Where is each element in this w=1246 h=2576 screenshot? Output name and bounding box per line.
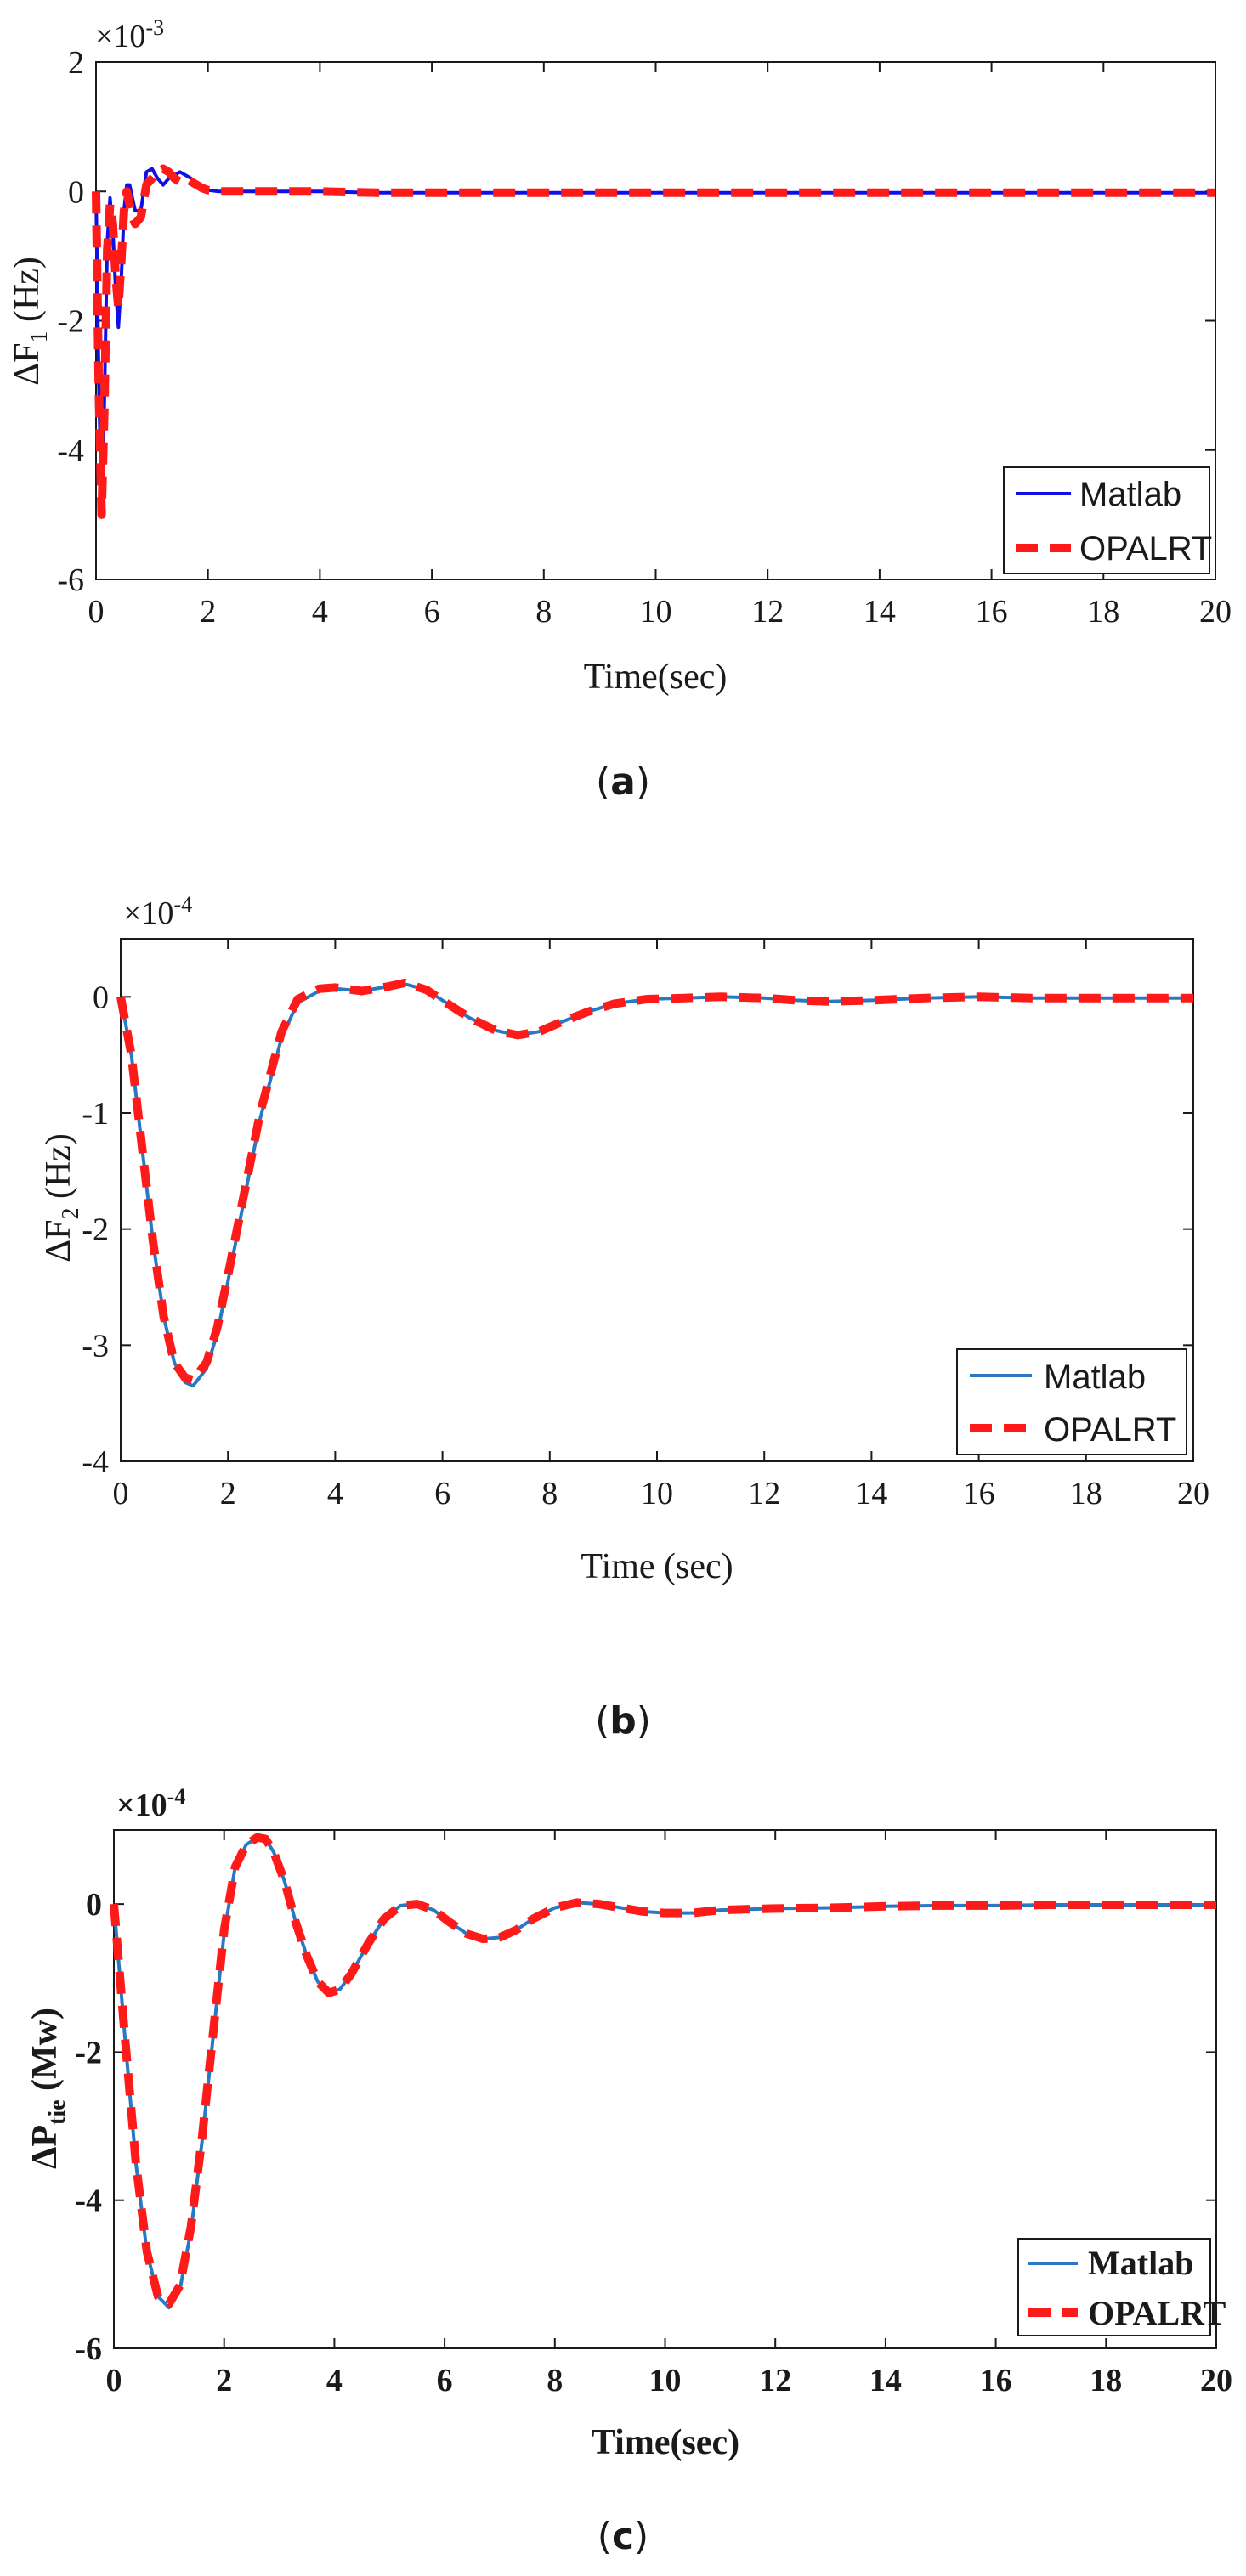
x-tick-label: 10 — [640, 594, 672, 630]
x-axis-label: Time (sec) — [581, 1547, 733, 1586]
series-line-matlab — [112, 1835, 1216, 2310]
panel-label: (c) — [598, 2515, 648, 2558]
legend: Matlab OPALRT — [1003, 466, 1212, 574]
y-tick-label: 0 — [93, 980, 109, 1015]
x-tick-label: 0 — [106, 2363, 122, 2398]
x-tick-label: 4 — [327, 1476, 343, 1511]
panel-label: (b) — [595, 1699, 651, 1743]
y-tick-label: -2 — [82, 1212, 109, 1248]
x-tick-label: 12 — [751, 594, 784, 630]
y-tick-label: -6 — [57, 562, 84, 598]
chart-panel-b: ×10-4 0 2 4 6 8 10 12 14 16 18 20 0 -1 -2 -3 -4 Time (… — [39, 892, 1209, 1743]
legend-box — [1017, 2238, 1211, 2336]
x-tick-label: 10 — [641, 1476, 673, 1511]
y-tick-label: 2 — [68, 45, 84, 81]
x-tick-label: 20 — [1177, 1476, 1209, 1511]
x-tick-label: 10 — [649, 2363, 682, 2398]
panel-label: (a) — [596, 760, 650, 804]
x-tick-label: 2 — [200, 594, 216, 630]
x-tick-label: 6 — [437, 2363, 453, 2398]
legend-label-matlab: Matlab — [1088, 2244, 1193, 2282]
x-tick-label: 14 — [869, 2363, 902, 2398]
x-tick-label: 2 — [216, 2363, 232, 2398]
y-tick-label: -4 — [82, 1444, 109, 1480]
x-tick-label: 2 — [220, 1476, 236, 1511]
x-tick-label: 16 — [963, 1476, 995, 1511]
legend-box — [1003, 466, 1210, 574]
x-ticks: 0 2 4 6 8 10 12 14 16 18 20 — [106, 1830, 1232, 2398]
y-scale-exponent: ×10-4 — [116, 1784, 185, 1823]
y-tick-label: -2 — [75, 2035, 102, 2070]
x-ticks: 0 2 4 6 8 10 12 14 16 18 20 — [88, 62, 1232, 630]
legend-label-opalrt: OPALRT — [1088, 2294, 1226, 2332]
series-line-opalrt — [110, 1833, 1216, 2308]
y-tick-label: -4 — [57, 433, 84, 469]
x-tick-label: 18 — [1090, 2363, 1122, 2398]
y-tick-label: -6 — [75, 2331, 102, 2367]
chart-panel-a: ×10-3 0 2 4 6 8 10 12 14 16 18 20 20-2-4-6 Time(se… — [8, 15, 1232, 804]
x-tick-label: 0 — [113, 1476, 129, 1511]
y-scale-exponent: ×10-4 — [123, 892, 192, 931]
y-ticks: 0 -2 -4 -6 — [75, 1887, 1216, 2367]
legend-label-matlab: Matlab — [1044, 1359, 1146, 1396]
y-tick-label: -2 — [57, 304, 84, 340]
legend-label-matlab: Matlab — [1079, 476, 1181, 513]
x-axis-label: Time(sec) — [592, 2423, 739, 2462]
x-tick-label: 8 — [535, 594, 552, 630]
x-tick-label: 16 — [980, 2363, 1012, 2398]
x-tick-label: 4 — [326, 2363, 343, 2398]
legend: Matlab OPALRT — [956, 1348, 1187, 1455]
x-tick-label: 14 — [855, 1476, 887, 1511]
chart-panel-c: ×10-4 0 2 4 6 8 10 12 14 16 18 20 0 -2 -4 -6 Time(sec… — [25, 1784, 1232, 2558]
x-tick-label: 6 — [424, 594, 440, 630]
x-tick-label: 14 — [864, 594, 896, 630]
legend-label-opalrt: OPALRT — [1079, 530, 1212, 568]
x-tick-label: 20 — [1200, 2363, 1232, 2398]
x-axis-label: Time(sec) — [584, 658, 728, 697]
y-axis-label: ΔF1 (Hz) — [8, 257, 53, 386]
series-line-opalrt — [116, 978, 1193, 1385]
y-tick-label: -1 — [82, 1096, 109, 1132]
x-tick-label: 4 — [312, 594, 328, 630]
y-tick-label: 0 — [86, 1887, 102, 1923]
y-axis-label: ΔF2 (Hz) — [39, 1133, 84, 1263]
x-tick-label: 0 — [88, 594, 105, 630]
y-scale-exponent: ×10-3 — [95, 15, 164, 54]
x-tick-label: 18 — [1087, 594, 1119, 630]
series-layer — [116, 978, 1193, 1388]
x-tick-label: 8 — [541, 1476, 558, 1511]
x-tick-label: 6 — [434, 1476, 450, 1511]
legend-box — [956, 1348, 1187, 1455]
legend-label-opalrt: OPALRT — [1044, 1411, 1176, 1449]
series-layer — [92, 164, 1215, 519]
x-tick-label: 8 — [547, 2363, 563, 2398]
x-tick-label: 12 — [748, 1476, 780, 1511]
x-tick-label: 20 — [1199, 594, 1232, 630]
x-tick-label: 16 — [976, 594, 1008, 630]
x-ticks: 0 2 4 6 8 10 12 14 16 18 20 — [113, 939, 1209, 1511]
y-tick-label: 0 — [68, 174, 84, 210]
series-layer — [110, 1833, 1216, 2310]
x-tick-label: 18 — [1070, 1476, 1102, 1511]
x-tick-label: 12 — [759, 2363, 791, 2398]
legend: Matlab OPALRT — [1017, 2238, 1226, 2336]
y-ticks: 0 -1 -2 -3 -4 — [82, 980, 1193, 1480]
y-tick-label: -4 — [75, 2183, 102, 2219]
y-tick-label: -3 — [82, 1328, 109, 1364]
y-axis-label: ΔPtie (Mw) — [25, 2008, 71, 2169]
series-line-opalrt — [92, 164, 1215, 519]
